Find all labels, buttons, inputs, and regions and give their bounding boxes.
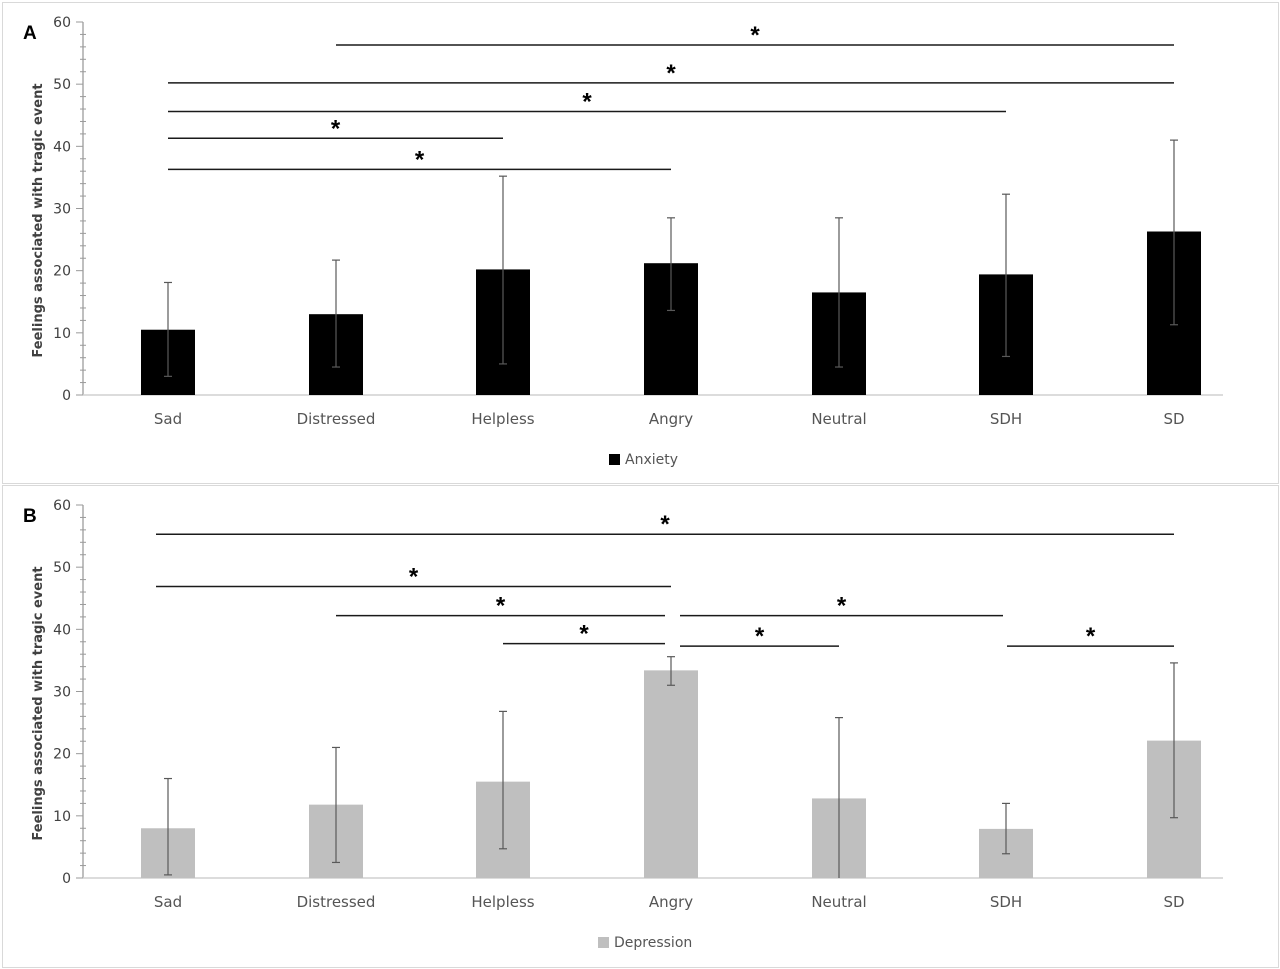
y-tick-label: 0	[62, 388, 71, 404]
y-tick-label: 0	[62, 871, 71, 887]
x-tick-label: Helpless	[471, 893, 534, 911]
x-tick-label: SD	[1163, 410, 1184, 428]
significance-star: *	[415, 146, 425, 173]
significance-star: *	[666, 60, 676, 87]
y-tick-label: 10	[53, 326, 71, 342]
x-tick-label: Neutral	[811, 893, 866, 911]
x-tick-label: Sad	[154, 410, 182, 428]
panel-letter: B	[23, 506, 37, 527]
significance-star: *	[755, 623, 765, 650]
significance-star: *	[750, 22, 760, 49]
x-tick-label: SDH	[990, 410, 1022, 428]
significance-star: *	[496, 593, 506, 620]
y-tick-label: 30	[53, 202, 71, 218]
significance-star: *	[579, 621, 589, 648]
y-tick-label: 20	[53, 264, 71, 280]
legend-label: Anxiety	[625, 452, 678, 468]
y-axis-label: Feelings associated with tragic event	[31, 566, 46, 840]
x-tick-label: Helpless	[471, 410, 534, 428]
x-tick-label: SDH	[990, 893, 1022, 911]
y-tick-label: 10	[53, 809, 71, 825]
y-axis-label: Feelings associated with tragic event	[31, 83, 46, 357]
y-tick-label: 40	[53, 622, 71, 638]
x-tick-label: Sad	[154, 893, 182, 911]
x-tick-label: Distressed	[297, 893, 376, 911]
legend-label: Depression	[614, 935, 692, 951]
panel-letter: A	[23, 23, 37, 44]
legend-swatch-icon	[598, 937, 609, 948]
x-tick-label: Distressed	[297, 410, 376, 428]
legend: Anxiety	[609, 452, 678, 468]
significance-star: *	[1086, 623, 1096, 650]
x-tick-label: Neutral	[811, 410, 866, 428]
depression-bar-chart: B 0 10 20 30 40 50 60 Feelings associated with t…	[23, 498, 1223, 951]
x-tick-label: Angry	[649, 410, 693, 428]
significance-star: *	[660, 511, 670, 538]
significance-star: *	[837, 593, 847, 620]
x-tick-label: Angry	[649, 893, 693, 911]
y-tick-label: 60	[53, 15, 71, 31]
legend: Depression	[598, 935, 692, 951]
panel-b-depression-chart: B 0 10 20 30 40 50 60 Feelings associated with t…	[2, 485, 1279, 968]
y-tick-label: 60	[53, 498, 71, 514]
panel-a-anxiety-chart: A 0 10 20 30 40 50 60 Feelings associated with t…	[2, 2, 1279, 484]
y-tick-label: 50	[53, 560, 71, 576]
anxiety-bar-chart: A 0 10 20 30 40 50 60 Feelings associated with t…	[23, 15, 1223, 468]
legend-swatch-icon	[609, 454, 620, 465]
bar-angry	[644, 670, 698, 878]
significance-star: *	[331, 115, 341, 142]
y-tick-label: 20	[53, 747, 71, 763]
y-tick-label: 30	[53, 685, 71, 701]
x-tick-label: SD	[1163, 893, 1184, 911]
significance-star: *	[409, 563, 419, 590]
y-tick-label: 40	[53, 139, 71, 155]
y-tick-label: 50	[53, 77, 71, 93]
significance-star: *	[582, 89, 592, 116]
